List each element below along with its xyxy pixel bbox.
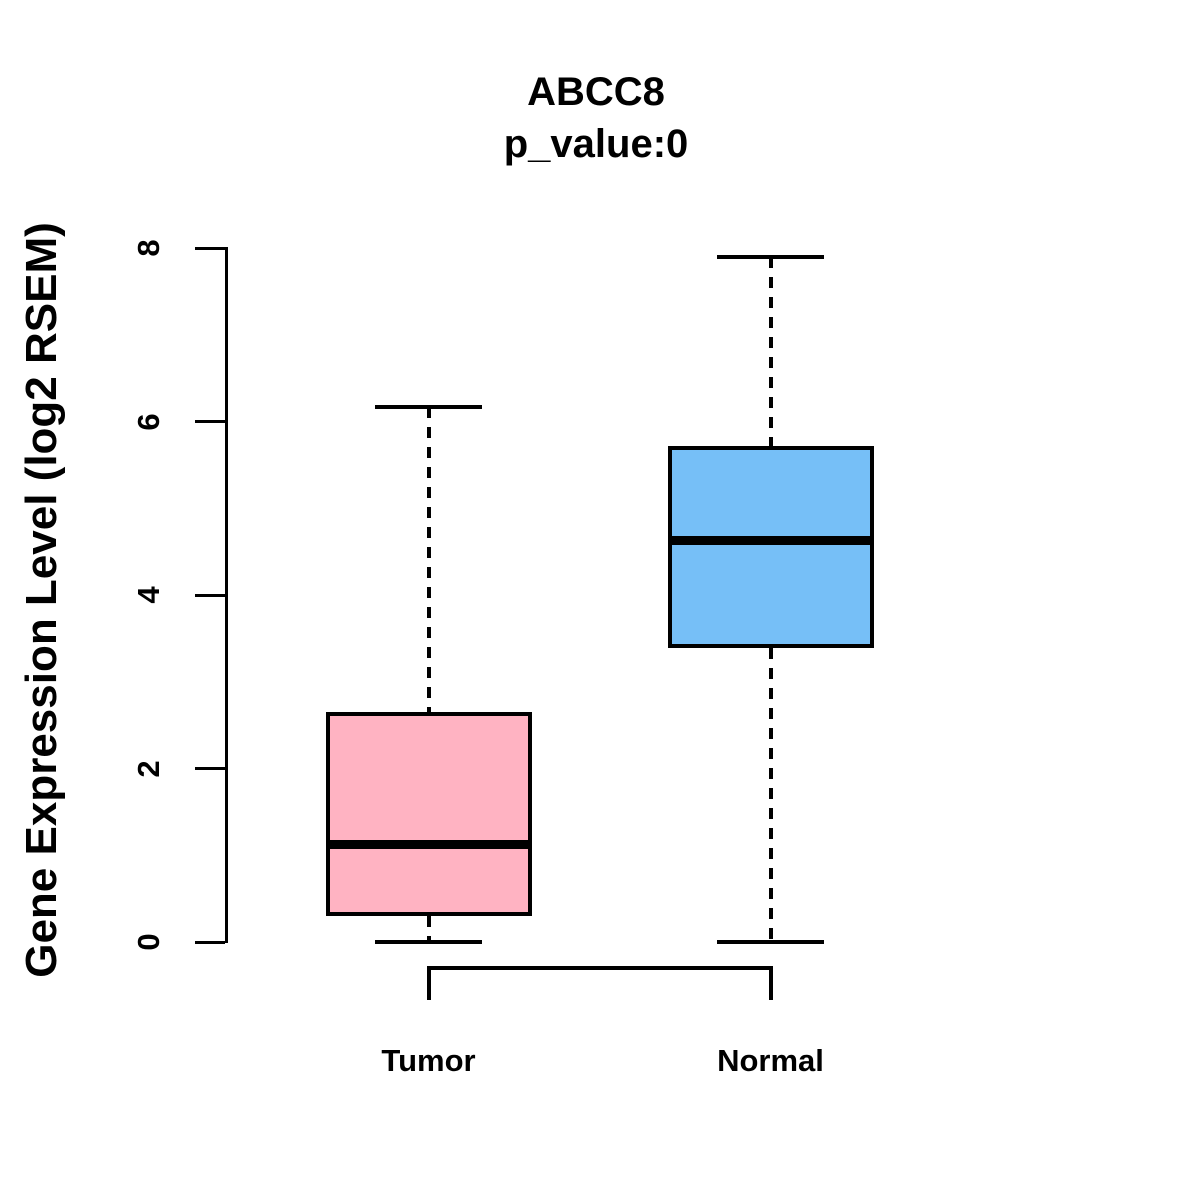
median-line-tumor xyxy=(325,839,532,849)
whisker-cap-lower-normal xyxy=(717,940,824,944)
whisker-cap-upper-normal xyxy=(717,255,824,260)
chart-title: ABCC8 xyxy=(527,70,665,114)
whisker-lower-normal xyxy=(768,648,773,942)
x-axis-tick xyxy=(426,966,431,1000)
whisker-upper-normal xyxy=(768,257,773,447)
whisker-cap-lower-tumor xyxy=(375,940,482,944)
whisker-lower-tumor xyxy=(426,915,431,942)
box-tumor xyxy=(325,712,532,916)
box-normal xyxy=(667,446,874,649)
y-tick-label: 0 xyxy=(131,933,166,951)
y-axis-tick xyxy=(195,767,225,771)
y-tick-label: 6 xyxy=(131,413,166,431)
x-axis-tick xyxy=(768,966,773,1000)
median-line-normal xyxy=(667,536,874,546)
chart-subtitle: p_value:0 xyxy=(503,122,689,166)
y-tick-label: 4 xyxy=(131,586,166,604)
y-axis-tick xyxy=(195,593,225,597)
y-axis-tick xyxy=(195,246,225,250)
y-tick-label: 2 xyxy=(131,759,166,778)
whisker-upper-tumor xyxy=(426,407,431,713)
x-tick-label-normal: Normal xyxy=(717,1043,824,1078)
y-axis-label: Gene Expression Level (log2 RSEM) xyxy=(17,222,66,978)
y-axis-tick xyxy=(195,940,225,944)
whisker-cap-upper-tumor xyxy=(375,405,482,410)
y-axis-line xyxy=(225,246,228,944)
x-tick-label-tumor: Tumor xyxy=(381,1043,476,1078)
x-axis-line xyxy=(426,966,773,970)
y-axis-tick xyxy=(195,420,225,424)
y-tick-label: 8 xyxy=(131,239,166,258)
